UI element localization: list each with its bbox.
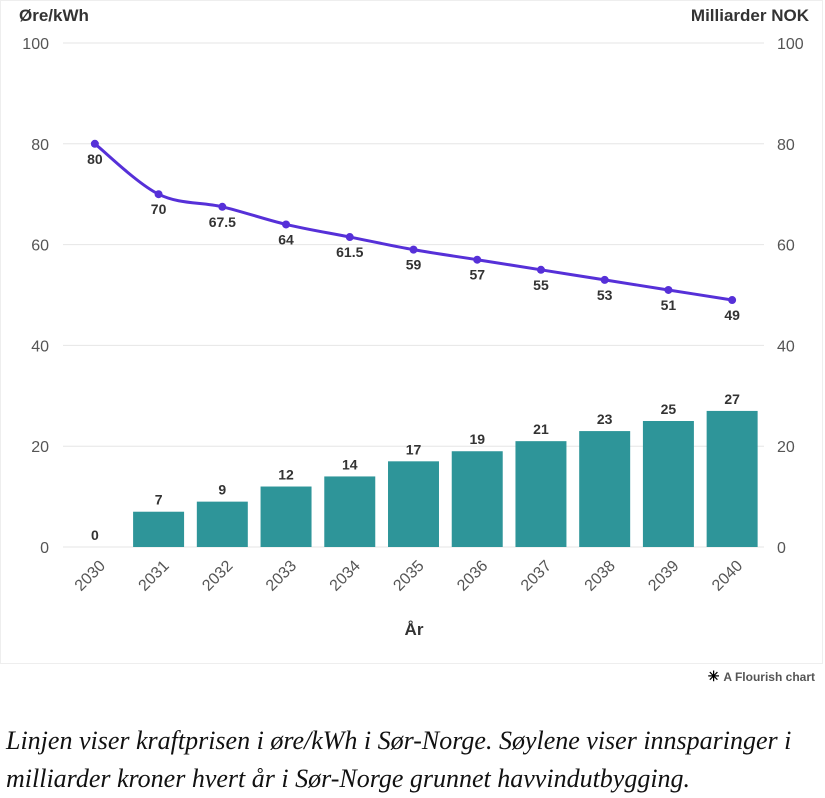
y-left-tick-label: 60 (31, 238, 49, 255)
x-tick-label: 2040 (709, 557, 746, 594)
line-value-label: 80 (87, 151, 103, 167)
y-left-axis-title: Øre/kWh (19, 6, 89, 25)
bar-value-label: 7 (155, 492, 163, 508)
x-tick-label: 2036 (454, 557, 491, 594)
y-right-tick-label: 80 (777, 137, 795, 154)
bar-value-label: 21 (533, 421, 549, 437)
line-point[interactable] (345, 233, 354, 242)
x-tick-label: 2034 (327, 557, 364, 594)
line-value-label: 51 (661, 297, 677, 313)
line-point[interactable] (728, 296, 737, 305)
x-tick-label: 2039 (645, 557, 682, 594)
line-point[interactable] (282, 220, 291, 229)
x-tick-label: 2035 (390, 557, 427, 594)
bar-series (133, 410, 758, 547)
bar[interactable] (324, 476, 376, 547)
combo-chart: 0 7 9 12 14 17 19 21 23 25 27 80 70 67.5 64 61.5 59 57 55 5… (19, 6, 810, 639)
y-left-tick-label: 0 (40, 540, 49, 557)
line-value-label: 53 (597, 287, 613, 303)
x-tick-label: 2037 (518, 557, 555, 594)
line-value-label: 49 (724, 307, 740, 323)
y-left-tick-label: 20 (31, 439, 49, 456)
x-tick-label: 2038 (582, 557, 619, 594)
chart-card: 0 7 9 12 14 17 19 21 23 25 27 80 70 67.5 64 61.5 59 57 55 5… (0, 0, 823, 664)
x-tick-label: 2030 (72, 557, 109, 594)
data-labels: 0 7 9 12 14 17 19 21 23 25 27 80 70 67.5 64 61.5 59 57 55 5… (87, 151, 740, 543)
bar[interactable] (451, 451, 503, 547)
bar-value-label: 23 (597, 411, 613, 427)
y-left-tick-label: 40 (31, 338, 49, 355)
credit-text: A Flourish chart (723, 669, 815, 684)
line-value-label: 57 (469, 267, 485, 283)
bar-value-label: 12 (278, 467, 294, 483)
bar[interactable] (642, 421, 694, 547)
bar-value-label: 19 (469, 431, 485, 447)
x-tick-label: 2033 (263, 557, 300, 594)
bar[interactable] (388, 461, 439, 547)
bar[interactable] (579, 431, 631, 547)
line-series (90, 139, 737, 305)
y-left-tick-label: 100 (22, 36, 49, 53)
line-point[interactable] (473, 255, 482, 264)
chart-caption: Linjen viser kraftprisen i øre/kWh i Sør… (6, 726, 792, 793)
line-value-label: 70 (151, 201, 167, 217)
x-tick-label: 2031 (136, 557, 173, 594)
asterisk-icon: ✳ (707, 668, 720, 684)
y-right-tick-label: 40 (777, 338, 795, 355)
bar-value-label: 25 (661, 401, 677, 417)
y-right-tick-label: 20 (777, 439, 795, 456)
line-point[interactable] (218, 202, 227, 211)
line-value-label: 64 (278, 231, 294, 247)
y-left-tick-label: 80 (31, 137, 49, 154)
y-right-axis-title: Milliarder NOK (691, 6, 810, 25)
line-value-label: 61.5 (336, 244, 363, 260)
line-point[interactable] (536, 265, 545, 274)
line-value-label: 67.5 (209, 214, 236, 230)
bar[interactable] (515, 441, 567, 547)
price-line (93, 142, 733, 302)
bar-value-label: 17 (406, 441, 422, 457)
line-value-label: 55 (533, 277, 549, 293)
line-point[interactable] (409, 245, 418, 254)
x-axis-title: År (405, 620, 424, 639)
bar-value-label: 14 (342, 456, 358, 472)
y-right-tick-label: 0 (777, 540, 786, 557)
flourish-credit[interactable]: ✳ A Flourish chart (708, 668, 815, 685)
bar-value-label: 9 (218, 482, 226, 498)
bar[interactable] (133, 511, 185, 547)
line-value-label: 59 (406, 257, 422, 273)
x-tick-label: 2032 (199, 557, 236, 594)
line-point[interactable] (664, 285, 673, 294)
y-right-tick-label: 100 (777, 36, 804, 53)
bar-value-label: 0 (91, 527, 99, 543)
bar[interactable] (706, 410, 758, 547)
line-point[interactable] (600, 275, 609, 284)
y-right-tick-label: 60 (777, 238, 795, 255)
line-point[interactable] (154, 190, 163, 199)
bar[interactable] (196, 501, 248, 547)
line-point[interactable] (90, 139, 99, 148)
bar[interactable] (260, 486, 312, 547)
bar-value-label: 27 (724, 391, 740, 407)
